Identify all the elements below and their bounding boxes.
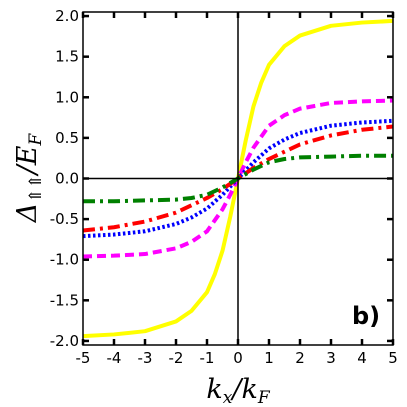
x-tick-label: 4	[357, 349, 367, 367]
x-tick-label: -3	[138, 349, 153, 367]
y-tick-labels: -2.0 -1.5 -1.0 -0.5 0.0 0.5 1.0 1.5 2.0	[50, 7, 79, 350]
y-tick-label: 0.5	[55, 129, 79, 147]
y-tick-label: 1.5	[55, 48, 79, 66]
x-tick-label: -5	[76, 349, 91, 367]
y-tick-label: -2.0	[50, 332, 79, 350]
y-tick-label: -1.0	[50, 251, 79, 269]
x-title-main: k	[206, 374, 222, 405]
y-tick-label: -0.5	[50, 210, 79, 228]
x-tick-label: -2	[169, 349, 184, 367]
x-tick-label: 1	[264, 349, 274, 367]
x-tick-label: 0	[233, 349, 243, 367]
series-line-4	[82, 124, 394, 233]
x-tick-label: 2	[295, 349, 305, 367]
y-title-main: Δ	[12, 203, 43, 224]
x-title-sub2: F	[257, 388, 271, 407]
x-tick-labels: -5 -4 -3 -2 -1 0 1 2 3 4 5	[76, 349, 398, 367]
x-tick-label: -4	[107, 349, 122, 367]
x-axis-title: kx/kF	[206, 374, 270, 407]
y-tick-label: 1.0	[55, 88, 79, 106]
ticks	[81, 12, 395, 345]
x-tick-label: 5	[388, 349, 398, 367]
y-tick-label: -1.5	[50, 291, 79, 309]
panel-annotation: b)	[352, 302, 380, 330]
x-tick-label: -1	[200, 349, 215, 367]
y-title-sub: ⇑⇑	[26, 174, 46, 203]
reference-lines	[83, 12, 393, 345]
x-tick-label: 3	[326, 349, 336, 367]
y-title-slash: /E	[12, 145, 43, 177]
y-tick-label: 2.0	[55, 7, 79, 25]
y-axis-title: Δ⇑⇑/EF	[12, 132, 46, 223]
y-tick-label: 0.0	[55, 170, 79, 188]
y-title-sub2: F	[26, 132, 46, 146]
x-title-sub1: x	[223, 388, 233, 407]
x-title-slash: /k	[229, 374, 257, 405]
